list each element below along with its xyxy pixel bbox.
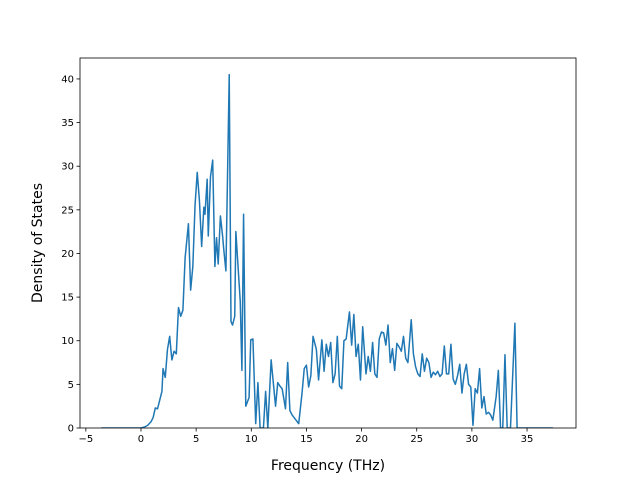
- x-tick-label: −5: [78, 434, 93, 445]
- y-tick-label: 40: [61, 74, 74, 85]
- y-axis-label: Density of States: [30, 183, 46, 303]
- y-tick-label: 0: [68, 424, 74, 435]
- y-tick-label: 35: [61, 118, 74, 129]
- y-tick-label: 10: [61, 336, 74, 347]
- y-tick-label: 30: [61, 162, 74, 173]
- x-tick-label: 0: [138, 434, 144, 445]
- x-tick-label: 15: [300, 434, 313, 445]
- y-tick-label: 15: [61, 293, 74, 304]
- x-tick-label: 25: [410, 434, 423, 445]
- x-tick-label: 10: [245, 434, 258, 445]
- y-tick-label: 20: [61, 249, 74, 260]
- x-tick-label: 20: [355, 434, 368, 445]
- data-line: [101, 73, 553, 428]
- x-tick-label: 30: [466, 434, 479, 445]
- y-tick-label: 5: [68, 380, 74, 391]
- y-tick-label: 25: [61, 205, 74, 216]
- x-tick-label: 35: [521, 434, 534, 445]
- x-axis-label: Frequency (THz): [271, 458, 385, 474]
- x-tick-label: 5: [193, 434, 199, 445]
- plot-frame: [79, 57, 577, 429]
